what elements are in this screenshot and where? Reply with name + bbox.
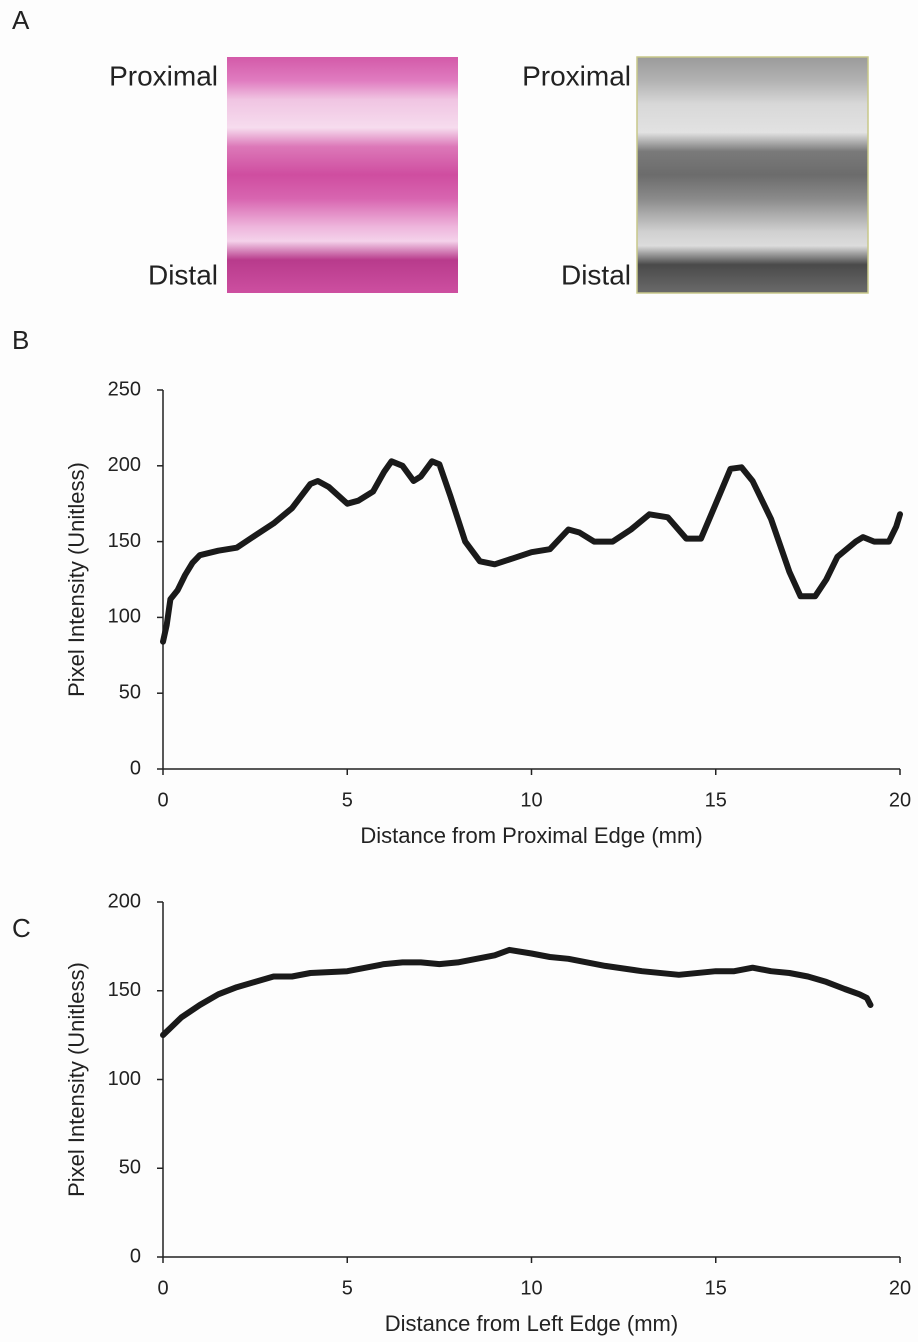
y-tick-label: 50 bbox=[119, 1157, 141, 1179]
x-tick-label: 5 bbox=[342, 1277, 353, 1299]
y-axis-title: Pixel Intensity (Unitless) bbox=[64, 462, 89, 697]
image-label: Proximal bbox=[522, 60, 631, 91]
y-axis-title: Pixel Intensity (Unitless) bbox=[64, 962, 89, 1197]
data-line bbox=[160, 946, 874, 1039]
y-tick-label: 200 bbox=[108, 454, 141, 476]
y-tick-label: 150 bbox=[108, 530, 141, 552]
y-tick-label: 0 bbox=[130, 1245, 141, 1267]
stained-image bbox=[227, 57, 458, 293]
x-tick-label: 20 bbox=[889, 789, 911, 811]
panel-label: C bbox=[12, 913, 31, 943]
x-tick-label: 10 bbox=[520, 1277, 542, 1299]
y-tick-label: 250 bbox=[108, 378, 141, 400]
y-tick-label: 50 bbox=[119, 681, 141, 703]
x-tick-label: 0 bbox=[157, 1277, 168, 1299]
y-tick-label: 100 bbox=[108, 1068, 141, 1090]
data-line bbox=[160, 458, 903, 645]
y-tick-label: 100 bbox=[108, 606, 141, 628]
x-axis-title: Distance from Proximal Edge (mm) bbox=[360, 823, 702, 848]
y-tick-label: 200 bbox=[108, 890, 141, 912]
x-tick-label: 5 bbox=[342, 789, 353, 811]
grayscale-image bbox=[636, 56, 869, 294]
x-tick-label: 0 bbox=[157, 789, 168, 811]
y-tick-label: 0 bbox=[130, 757, 141, 779]
y-tick-label: 150 bbox=[108, 979, 141, 1001]
x-tick-label: 15 bbox=[705, 789, 727, 811]
image-label: Distal bbox=[561, 259, 631, 290]
x-tick-label: 15 bbox=[705, 1277, 727, 1299]
panel-label: A bbox=[12, 5, 30, 35]
image-label: Proximal bbox=[109, 60, 218, 91]
x-tick-label: 20 bbox=[889, 1277, 911, 1299]
x-axis-title: Distance from Left Edge (mm) bbox=[385, 1311, 678, 1336]
panel-label: B bbox=[12, 325, 29, 355]
image-label: Distal bbox=[148, 259, 218, 290]
x-tick-label: 10 bbox=[520, 789, 542, 811]
